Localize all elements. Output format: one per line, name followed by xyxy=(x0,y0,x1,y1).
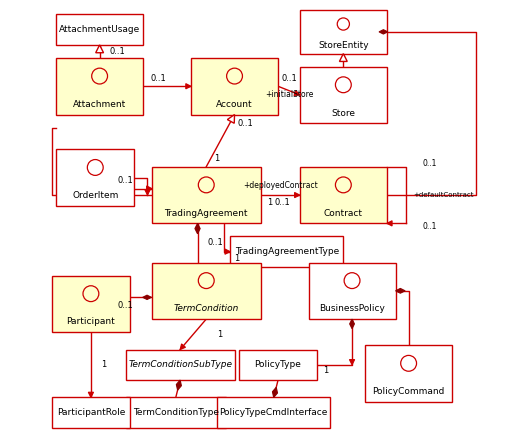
Text: Participant: Participant xyxy=(67,318,116,326)
Polygon shape xyxy=(379,30,388,34)
Bar xyxy=(56,14,143,45)
Text: Store: Store xyxy=(331,109,355,117)
Text: PolicyType: PolicyType xyxy=(254,360,302,369)
Text: OrderItem: OrderItem xyxy=(72,191,118,200)
Bar xyxy=(56,149,135,206)
Text: PolicyCommand: PolicyCommand xyxy=(373,387,445,396)
Polygon shape xyxy=(195,223,200,234)
Text: TermConditionSubType: TermConditionSubType xyxy=(128,360,232,369)
Bar xyxy=(239,350,317,380)
Polygon shape xyxy=(227,115,235,124)
Text: 0..1: 0..1 xyxy=(275,198,290,208)
Text: 0..1: 0..1 xyxy=(281,74,297,83)
Bar xyxy=(152,262,261,319)
Text: TermConditionType: TermConditionType xyxy=(133,408,219,417)
Text: +initialStore: +initialStore xyxy=(265,90,313,99)
Polygon shape xyxy=(294,91,300,95)
Polygon shape xyxy=(272,387,278,397)
Text: BusinessPolicy: BusinessPolicy xyxy=(319,304,385,314)
Text: PolicyTypeCmdInterface: PolicyTypeCmdInterface xyxy=(219,408,328,417)
Polygon shape xyxy=(143,295,152,300)
Text: 0..1: 0..1 xyxy=(118,176,134,185)
Polygon shape xyxy=(349,360,355,365)
Bar xyxy=(56,58,143,115)
Bar xyxy=(152,167,261,223)
Text: Attachment: Attachment xyxy=(73,100,126,109)
Polygon shape xyxy=(186,84,191,89)
Text: 0..1: 0..1 xyxy=(423,223,437,231)
Text: Account: Account xyxy=(216,100,253,109)
Bar xyxy=(191,58,278,115)
Polygon shape xyxy=(295,192,300,198)
Bar xyxy=(300,10,387,53)
Text: 1: 1 xyxy=(215,154,220,162)
Polygon shape xyxy=(387,221,392,226)
Text: ParticipantRole: ParticipantRole xyxy=(57,408,125,417)
Bar xyxy=(230,237,343,267)
Polygon shape xyxy=(176,380,181,390)
Text: 0..1: 0..1 xyxy=(207,238,223,247)
Polygon shape xyxy=(339,53,347,61)
Text: TradingAgreementType: TradingAgreementType xyxy=(235,247,339,256)
Text: AttachmentUsage: AttachmentUsage xyxy=(59,25,140,34)
Text: 0..1: 0..1 xyxy=(118,300,134,310)
Polygon shape xyxy=(89,392,93,397)
Text: 1: 1 xyxy=(267,198,272,208)
Polygon shape xyxy=(180,344,186,350)
Text: +defaultContract: +defaultContract xyxy=(413,192,473,198)
Text: 1: 1 xyxy=(217,330,222,339)
Text: 1: 1 xyxy=(101,360,107,369)
Text: TermCondition: TermCondition xyxy=(173,304,239,314)
Text: 0..1: 0..1 xyxy=(109,47,125,56)
Bar xyxy=(300,167,387,223)
Bar xyxy=(126,397,226,428)
Text: Contract: Contract xyxy=(324,208,363,218)
Bar xyxy=(308,262,395,319)
Bar xyxy=(217,397,330,428)
Text: StoreEntity: StoreEntity xyxy=(318,41,369,50)
Bar xyxy=(300,67,387,123)
Bar xyxy=(365,345,452,402)
Polygon shape xyxy=(96,45,103,53)
Bar xyxy=(126,350,235,380)
Text: 1: 1 xyxy=(323,366,329,374)
Text: 1: 1 xyxy=(234,254,240,263)
Text: +deployedContract: +deployedContract xyxy=(243,181,317,190)
Bar xyxy=(52,276,130,332)
Text: 0..1: 0..1 xyxy=(237,119,253,128)
Polygon shape xyxy=(145,190,150,195)
Polygon shape xyxy=(395,288,405,293)
Text: 0..1: 0..1 xyxy=(423,159,437,168)
Polygon shape xyxy=(225,249,230,254)
Bar xyxy=(52,397,130,428)
Polygon shape xyxy=(350,319,355,328)
Polygon shape xyxy=(147,186,152,191)
Text: TradingAgreement: TradingAgreement xyxy=(164,208,248,218)
Text: 0..1: 0..1 xyxy=(151,74,166,83)
